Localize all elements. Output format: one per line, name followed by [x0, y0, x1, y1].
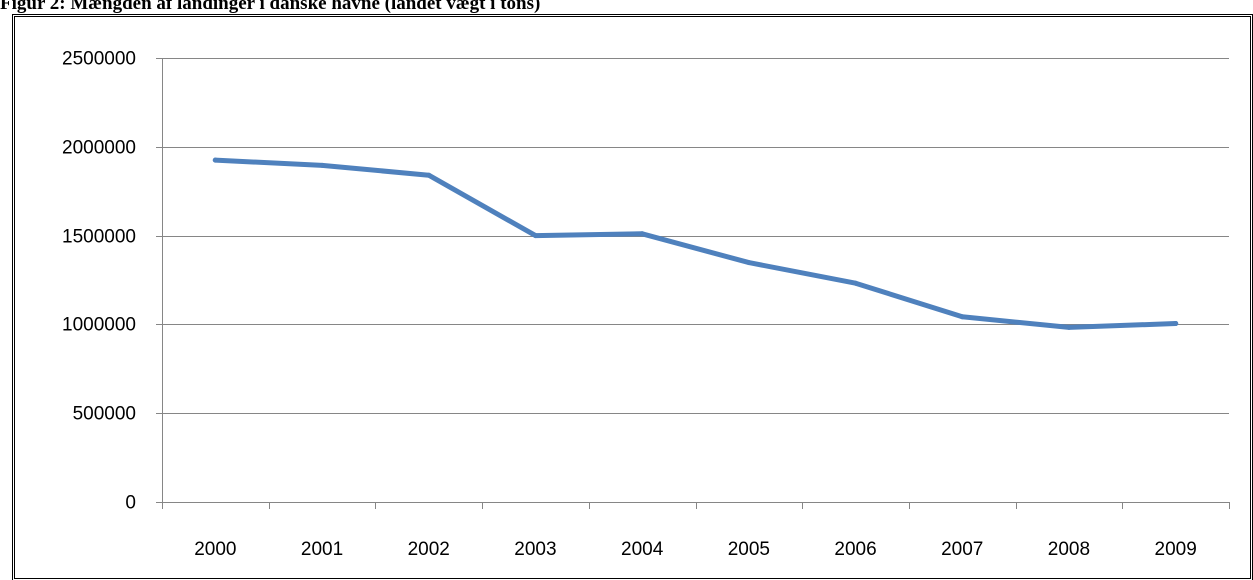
data-point	[639, 231, 645, 237]
series-line	[212, 157, 1179, 330]
x-tick-label: 2001	[301, 539, 343, 560]
data-point	[212, 157, 218, 163]
x-tick-labels: 2000 2001 2002 2003 2004 2005 2006 2007 2008 2009	[194, 539, 1197, 560]
chart-frame-inner	[14, 16, 1251, 579]
gridlines	[162, 58, 1229, 414]
data-point	[319, 162, 325, 168]
x-tick-label: 2000	[194, 539, 236, 560]
x-tick-label: 2006	[834, 539, 876, 560]
axes	[156, 58, 1230, 509]
y-tick-label: 1000000	[62, 315, 136, 336]
series-group	[212, 157, 1179, 330]
data-point	[1066, 324, 1072, 330]
y-tick-label: 500000	[73, 404, 136, 425]
x-tick-label: 2008	[1048, 539, 1090, 560]
y-tick-label: 1500000	[62, 227, 136, 248]
data-point	[853, 280, 859, 286]
data-point	[746, 260, 752, 266]
y-tick-label: 2000000	[62, 138, 136, 159]
y-tick-labels: 0 500000 1000000 1500000 2000000 2500000	[62, 49, 136, 514]
data-point	[1173, 321, 1179, 326]
y-tick-label: 2500000	[62, 49, 136, 70]
chart-frame	[12, 14, 1253, 580]
figure-title: Figur 2: Mængden af landinger i danske h…	[0, 0, 541, 14]
x-tick-label: 2004	[621, 539, 664, 560]
data-point	[533, 233, 538, 239]
x-tick-label: 2009	[1155, 539, 1197, 560]
x-tick-label: 2002	[408, 539, 450, 560]
data-point	[426, 172, 432, 178]
y-tick-label: 0	[125, 493, 136, 514]
x-tick-label: 2007	[941, 539, 983, 560]
x-tick-label: 2003	[514, 539, 556, 560]
x-tick-label: 2005	[728, 539, 770, 560]
data-point	[959, 314, 965, 320]
